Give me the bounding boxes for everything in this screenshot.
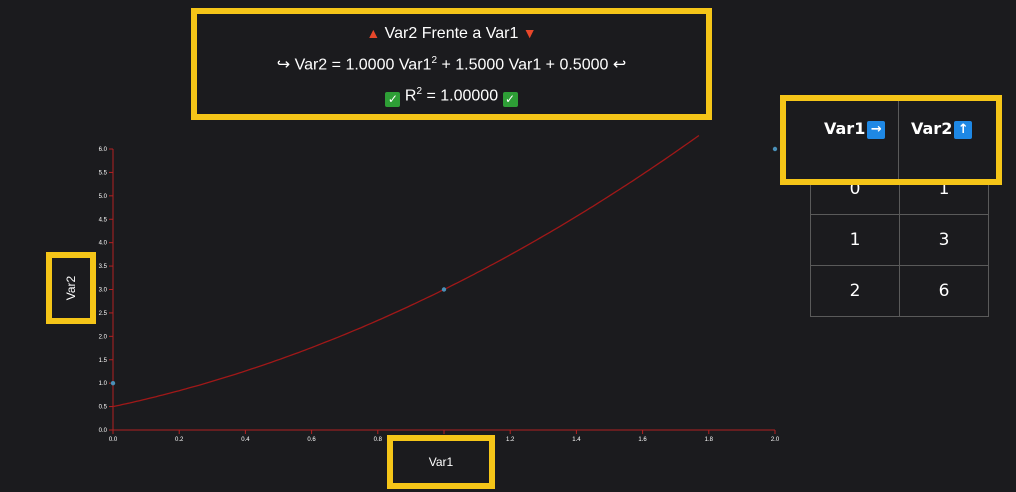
- table-header-var1: Var1 →: [824, 119, 886, 139]
- x-tick-label: 2.0: [771, 437, 780, 443]
- x-tick-label: 0.2: [175, 437, 184, 443]
- table-cell: 2: [810, 265, 900, 317]
- table-cell: 3: [899, 214, 989, 266]
- x-tick-label: 0.0: [109, 437, 118, 443]
- x-tick-label: 0.6: [307, 437, 316, 443]
- x-tick-label: 1.8: [705, 437, 714, 443]
- r2-exponent: 2: [416, 86, 423, 98]
- header-divider: [898, 101, 899, 179]
- y-tick-label: 1.5: [99, 358, 108, 364]
- arrow-right-icon: →: [867, 121, 886, 139]
- equation-exponent: 2: [431, 55, 437, 66]
- triangle-up-icon: ▲: [366, 25, 381, 41]
- data-point: [441, 287, 447, 292]
- triangle-down-icon: ▼: [522, 25, 537, 41]
- hook-left-icon: ↩: [612, 56, 627, 74]
- y-tick-label: 0.0: [99, 428, 108, 434]
- data-point: [110, 380, 116, 386]
- chart-title-text: Var2 Frente a Var1: [384, 25, 519, 42]
- arrow-up-icon: ↑: [954, 121, 973, 139]
- r2-value: = 1.00000: [422, 87, 499, 105]
- r2-line: ✓ R2 = 1.00000 ✓: [197, 78, 706, 109]
- y-tick-label: 4.0: [99, 241, 108, 247]
- y-tick-label: 5.5: [99, 170, 108, 176]
- data-point: [772, 146, 778, 152]
- x-axis-label-box: Var1: [387, 435, 495, 489]
- hook-right-icon: ↪: [276, 56, 291, 74]
- table-cell: 6: [899, 265, 989, 317]
- y-tick-label: 3.5: [99, 264, 108, 270]
- y-tick-label: 6.0: [99, 147, 108, 153]
- fit-curve: [112, 134, 700, 408]
- y-tick-label: 2.0: [99, 334, 108, 340]
- y-tick-label: 4.5: [99, 217, 108, 223]
- x-tick-label: 0.8: [374, 437, 383, 443]
- table-row: 2 6: [810, 265, 989, 317]
- y-tick-label: 5.0: [99, 194, 108, 200]
- x-tick-label: 1.6: [638, 437, 647, 443]
- x-tick-label: 1.2: [506, 437, 515, 443]
- y-axis-label: Var2: [64, 275, 78, 301]
- x-tick-label: 0.4: [241, 437, 250, 443]
- equation-line: ↪ Var2 = 1.0000 Var12 + 1.5000 Var1 + 0.…: [197, 47, 706, 78]
- y-tick-label: 2.5: [99, 311, 108, 317]
- table-row: 1 3: [810, 214, 989, 266]
- table-header-var2: Var2 ↑: [911, 119, 973, 139]
- y-axis-label-box: Var2: [46, 252, 96, 324]
- x-axis-label: Var1: [428, 455, 454, 469]
- chart-title: ▲ Var2 Frente a Var1 ▼: [197, 20, 706, 47]
- r2-label: R: [404, 87, 417, 105]
- equation-prefix: Var2 = 1.0000 Var1: [294, 56, 432, 74]
- x-tick-label: 1.4: [572, 437, 581, 443]
- table-cell: 1: [810, 214, 900, 266]
- y-tick-label: 3.0: [99, 288, 108, 294]
- y-tick-label: 0.5: [99, 405, 108, 411]
- y-tick-label: 1.0: [99, 381, 108, 387]
- chart-title-box: ▲ Var2 Frente a Var1 ▼ ↪ Var2 = 1.0000 V…: [191, 8, 712, 120]
- table-header-highlight: Var1 → Var2 ↑: [780, 95, 1002, 185]
- check-icon: ✓: [502, 91, 518, 107]
- equation-suffix: + 1.5000 Var1 + 0.5000: [437, 56, 609, 74]
- check-icon: ✓: [385, 91, 401, 107]
